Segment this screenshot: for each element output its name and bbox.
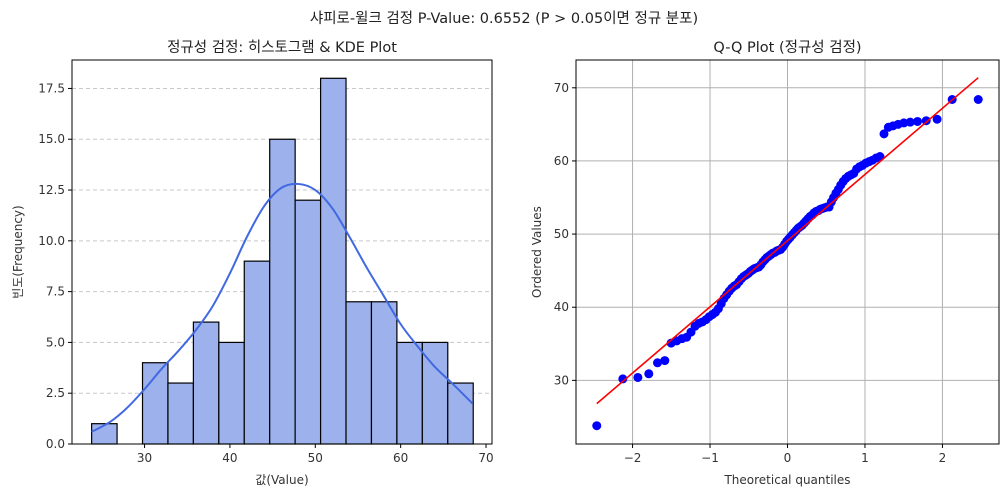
- histogram-bar: [192, 321, 220, 445]
- x-tick-label: 70: [478, 451, 493, 465]
- y-tick-label: 15.0: [38, 132, 65, 146]
- histogram-axes: 0.0 2.5 5.0 7.5 10.0 12.5 15.0 17.5 30 40 50 60 70 정규…: [11, 39, 494, 487]
- x-tick-label: 0: [784, 451, 792, 465]
- histogram-bar: [167, 382, 194, 445]
- histogram-bar: [370, 301, 398, 445]
- y-axis-label: 빈도(Frequency): [11, 205, 25, 298]
- x-tick-label: 1: [861, 451, 869, 465]
- qq-point: [932, 114, 942, 124]
- histogram-bar: [396, 341, 423, 445]
- qq-point: [660, 356, 670, 366]
- figure-suptitle: 샤피로-윌크 검정 P-Value: 0.6552 (P > 0.05이면 정규…: [309, 11, 699, 27]
- y-tick-label: 60: [554, 154, 569, 168]
- y-tick-label: 12.5: [38, 183, 65, 197]
- histogram-bar: [218, 341, 245, 445]
- qq-point: [973, 94, 983, 104]
- histogram-bar: [294, 199, 322, 445]
- qq-point: [633, 372, 643, 382]
- y-tick-label: 17.5: [38, 81, 65, 95]
- histogram-bar: [345, 301, 373, 445]
- qq-plot-axes: 30 40 50 60 70 −2 −1 0 1 2 Q-Q Plot (정규성 검정) Theore…: [530, 39, 1000, 487]
- kde-curve: [91, 182, 474, 433]
- qq-point: [879, 129, 889, 139]
- axes-frame: [71, 59, 493, 445]
- fit-line: [596, 77, 979, 405]
- histogram-bar: [91, 423, 118, 445]
- y-tick-label: 40: [554, 300, 569, 314]
- y-tick-label: 30: [554, 373, 569, 387]
- x-axis-label: Theoretical quantiles: [723, 473, 850, 487]
- x-tick-label: 50: [308, 451, 323, 465]
- y-tick-label: 7.5: [46, 285, 65, 299]
- y-tick-label: 70: [554, 81, 569, 95]
- x-tick-label: 30: [137, 451, 152, 465]
- histogram-bar: [319, 77, 347, 445]
- qq-plot-title: Q-Q Plot (정규성 검정): [713, 39, 861, 56]
- x-tick-label: 40: [222, 451, 237, 465]
- x-tick-label: 2: [939, 451, 947, 465]
- histogram-bar: [243, 260, 271, 445]
- histogram-title: 정규성 검정: 히스토그램 & KDE Plot: [167, 39, 397, 56]
- y-tick-label: 10.0: [38, 234, 65, 248]
- y-tick-label: 50: [554, 227, 569, 241]
- y-axis-label: Ordered Values: [530, 206, 544, 298]
- qq-point: [913, 116, 923, 126]
- qq-point: [905, 117, 915, 127]
- x-tick-label: −2: [624, 451, 642, 465]
- qq-point: [921, 116, 931, 126]
- histogram-bar: [447, 382, 474, 445]
- qq-point: [592, 421, 602, 431]
- y-tick-label: 2.5: [46, 386, 65, 400]
- qq-point: [644, 369, 654, 379]
- y-tick-label: 0.0: [46, 437, 65, 451]
- x-tick-label: 60: [393, 451, 408, 465]
- y-tick-label: 5.0: [46, 335, 65, 349]
- qq-point: [652, 358, 662, 368]
- qq-point: [618, 374, 628, 384]
- x-tick-label: −1: [701, 451, 719, 465]
- x-axis-label: 값(Value): [255, 473, 308, 487]
